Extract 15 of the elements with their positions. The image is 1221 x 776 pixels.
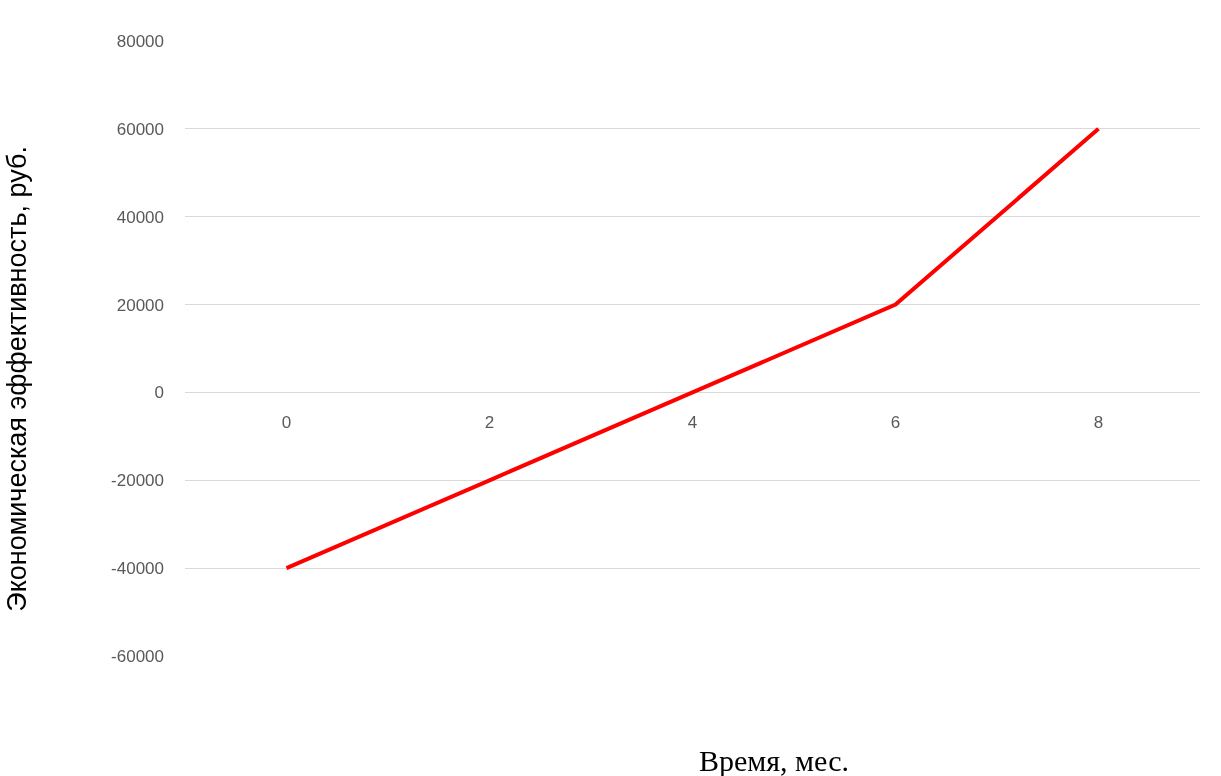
y-tick-label: -20000 (111, 471, 164, 491)
y-tick-label: 60000 (116, 119, 164, 139)
y-tick-label: -60000 (111, 646, 164, 666)
y-tick-label: -40000 (111, 559, 164, 579)
y-axis-title: Экономическая эффективность, руб. (2, 146, 33, 612)
x-tick-label: 2 (484, 413, 495, 433)
y-tick-label: 0 (154, 383, 164, 403)
x-tick-label: 4 (687, 413, 698, 433)
y-tick-label: 20000 (116, 295, 164, 315)
x-tick-label: 8 (1093, 413, 1104, 433)
y-tick-label: 40000 (116, 207, 164, 227)
x-tick-label: 0 (281, 413, 292, 433)
line-series (284, 126, 1101, 571)
y-tick-label: 80000 (116, 31, 164, 51)
x-tick-label: 6 (890, 413, 901, 433)
